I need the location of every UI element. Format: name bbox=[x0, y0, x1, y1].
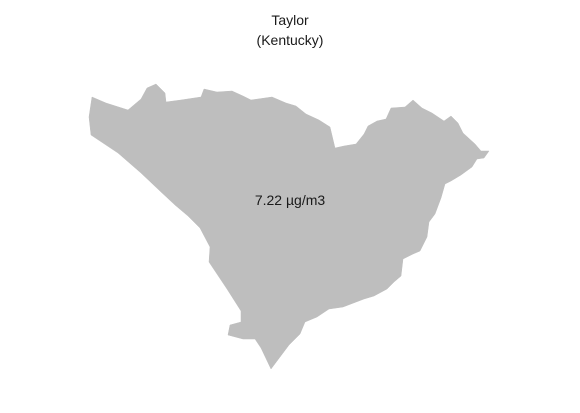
map-subtitle: (Kentucky) bbox=[256, 32, 324, 48]
county-shape-taylor bbox=[88, 83, 490, 370]
value-label: 7.22 µg/m3 bbox=[255, 192, 326, 208]
map-title: Taylor bbox=[271, 12, 309, 28]
